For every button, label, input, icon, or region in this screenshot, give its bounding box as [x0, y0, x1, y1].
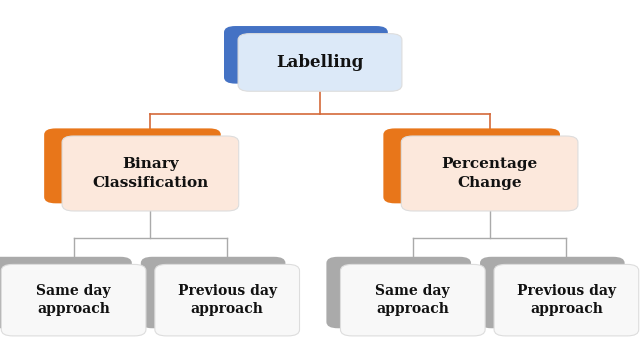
FancyBboxPatch shape	[480, 257, 625, 328]
Text: Labelling: Labelling	[276, 54, 364, 71]
FancyBboxPatch shape	[238, 34, 402, 91]
FancyBboxPatch shape	[62, 136, 239, 211]
Text: Same day
approach: Same day approach	[376, 284, 450, 316]
Text: Same day
approach: Same day approach	[36, 284, 111, 316]
Text: Binary
Classification: Binary Classification	[92, 157, 209, 190]
Text: Previous day
approach: Previous day approach	[517, 284, 616, 316]
Text: Previous day
approach: Previous day approach	[178, 284, 276, 316]
FancyBboxPatch shape	[224, 26, 388, 84]
FancyBboxPatch shape	[494, 264, 639, 336]
FancyBboxPatch shape	[401, 136, 578, 211]
FancyBboxPatch shape	[1, 264, 146, 336]
FancyBboxPatch shape	[326, 257, 471, 328]
FancyBboxPatch shape	[141, 257, 285, 328]
FancyBboxPatch shape	[340, 264, 485, 336]
FancyBboxPatch shape	[0, 257, 132, 328]
Text: Percentage
Change: Percentage Change	[442, 157, 538, 190]
FancyBboxPatch shape	[155, 264, 300, 336]
FancyBboxPatch shape	[383, 128, 560, 203]
FancyBboxPatch shape	[44, 128, 221, 203]
